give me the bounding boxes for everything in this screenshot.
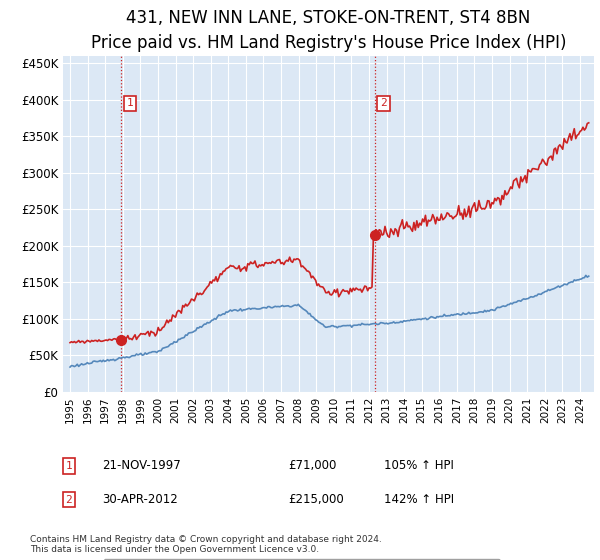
Text: 2: 2 xyxy=(380,99,387,109)
Text: £215,000: £215,000 xyxy=(288,493,344,506)
Text: £71,000: £71,000 xyxy=(288,459,337,473)
Text: 21-NOV-1997: 21-NOV-1997 xyxy=(102,459,181,473)
Text: Contains HM Land Registry data © Crown copyright and database right 2024.
This d: Contains HM Land Registry data © Crown c… xyxy=(30,535,382,554)
Legend: 431, NEW INN LANE, STOKE-ON-TRENT, ST4 8BN (semi-detached house), HPI: Average p: 431, NEW INN LANE, STOKE-ON-TRENT, ST4 8… xyxy=(104,559,500,560)
Text: 2: 2 xyxy=(65,494,73,505)
Text: 142% ↑ HPI: 142% ↑ HPI xyxy=(384,493,454,506)
Text: 1: 1 xyxy=(126,99,133,109)
Text: 105% ↑ HPI: 105% ↑ HPI xyxy=(384,459,454,473)
Title: 431, NEW INN LANE, STOKE-ON-TRENT, ST4 8BN
Price paid vs. HM Land Registry's Hou: 431, NEW INN LANE, STOKE-ON-TRENT, ST4 8… xyxy=(91,8,566,52)
Text: 1: 1 xyxy=(65,461,73,471)
Text: 30-APR-2012: 30-APR-2012 xyxy=(102,493,178,506)
